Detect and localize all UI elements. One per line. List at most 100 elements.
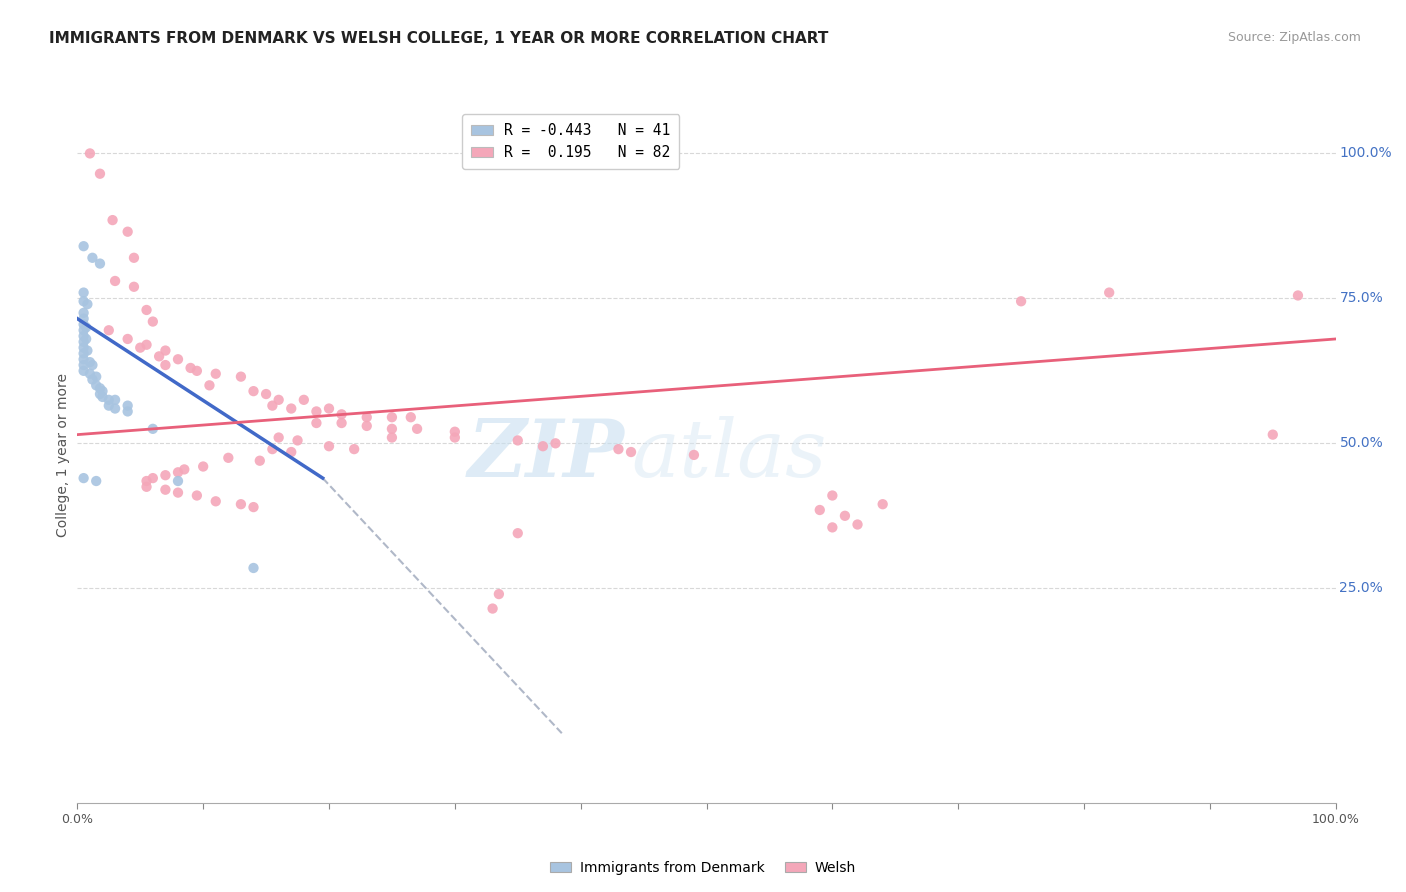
Point: [204, 367, 226, 381]
Point: [1010, 294, 1032, 309]
Point: [229, 497, 252, 511]
Point: [101, 213, 124, 227]
Point: [72, 329, 94, 343]
Point: [318, 439, 340, 453]
Point: [167, 474, 190, 488]
Text: atlas: atlas: [631, 417, 827, 493]
Point: [620, 445, 643, 459]
Point: [1261, 427, 1284, 442]
Point: [155, 358, 177, 372]
Point: [167, 352, 190, 367]
Point: [89, 387, 111, 401]
Point: [444, 425, 467, 439]
Point: [343, 442, 366, 457]
Point: [318, 401, 340, 416]
Point: [129, 341, 152, 355]
Point: [84, 474, 107, 488]
Point: [84, 369, 107, 384]
Point: [506, 526, 529, 541]
Point: [122, 280, 145, 294]
Point: [249, 453, 271, 467]
Point: [683, 448, 706, 462]
Point: [167, 485, 190, 500]
Point: [72, 294, 94, 309]
Point: [142, 422, 165, 436]
Point: [117, 399, 139, 413]
Point: [82, 251, 104, 265]
Point: [72, 364, 94, 378]
Point: [72, 334, 94, 349]
Text: Source: ZipAtlas.com: Source: ZipAtlas.com: [1227, 31, 1361, 45]
Point: [173, 462, 195, 476]
Point: [135, 474, 157, 488]
Point: [834, 508, 856, 523]
Point: [75, 332, 97, 346]
Point: [97, 399, 120, 413]
Point: [91, 384, 114, 399]
Point: [186, 489, 208, 503]
Point: [1286, 288, 1309, 302]
Text: ZIP: ZIP: [468, 417, 624, 493]
Point: [444, 431, 467, 445]
Point: [72, 358, 94, 372]
Text: 100.0%: 100.0%: [1340, 146, 1392, 161]
Text: 25.0%: 25.0%: [1340, 582, 1384, 595]
Point: [89, 381, 111, 395]
Text: 75.0%: 75.0%: [1340, 292, 1384, 305]
Point: [84, 378, 107, 392]
Point: [229, 369, 252, 384]
Point: [254, 387, 277, 401]
Point: [72, 311, 94, 326]
Point: [846, 517, 869, 532]
Point: [180, 361, 202, 376]
Point: [72, 306, 94, 320]
Point: [381, 422, 404, 436]
Point: [72, 352, 94, 367]
Point: [82, 358, 104, 372]
Point: [262, 442, 284, 457]
Point: [72, 318, 94, 332]
Point: [72, 471, 94, 485]
Point: [72, 323, 94, 337]
Point: [135, 303, 157, 318]
Point: [142, 471, 165, 485]
Point: [381, 410, 404, 425]
Point: [287, 434, 309, 448]
Point: [135, 480, 157, 494]
Point: [148, 350, 170, 364]
Point: [607, 442, 630, 457]
Point: [267, 431, 290, 445]
Point: [808, 503, 831, 517]
Point: [488, 587, 510, 601]
Point: [79, 355, 101, 369]
Y-axis label: College, 1 year or more: College, 1 year or more: [56, 373, 70, 537]
Point: [72, 341, 94, 355]
Point: [242, 561, 264, 575]
Point: [135, 338, 157, 352]
Point: [142, 315, 165, 329]
Point: [406, 422, 429, 436]
Point: [242, 500, 264, 514]
Point: [122, 251, 145, 265]
Point: [72, 346, 94, 360]
Point: [356, 419, 378, 434]
Point: [72, 285, 94, 300]
Point: [399, 410, 422, 425]
Point: [381, 431, 404, 445]
Point: [104, 274, 127, 288]
Point: [117, 225, 139, 239]
Point: [76, 297, 98, 311]
Point: [872, 497, 894, 511]
Point: [217, 450, 239, 465]
Point: [305, 416, 328, 430]
Point: [1098, 285, 1121, 300]
Point: [76, 343, 98, 358]
Point: [82, 373, 104, 387]
Point: [531, 439, 554, 453]
Point: [155, 483, 177, 497]
Point: [262, 399, 284, 413]
Point: [89, 167, 111, 181]
Point: [481, 601, 503, 615]
Point: [155, 468, 177, 483]
Point: [330, 407, 353, 422]
